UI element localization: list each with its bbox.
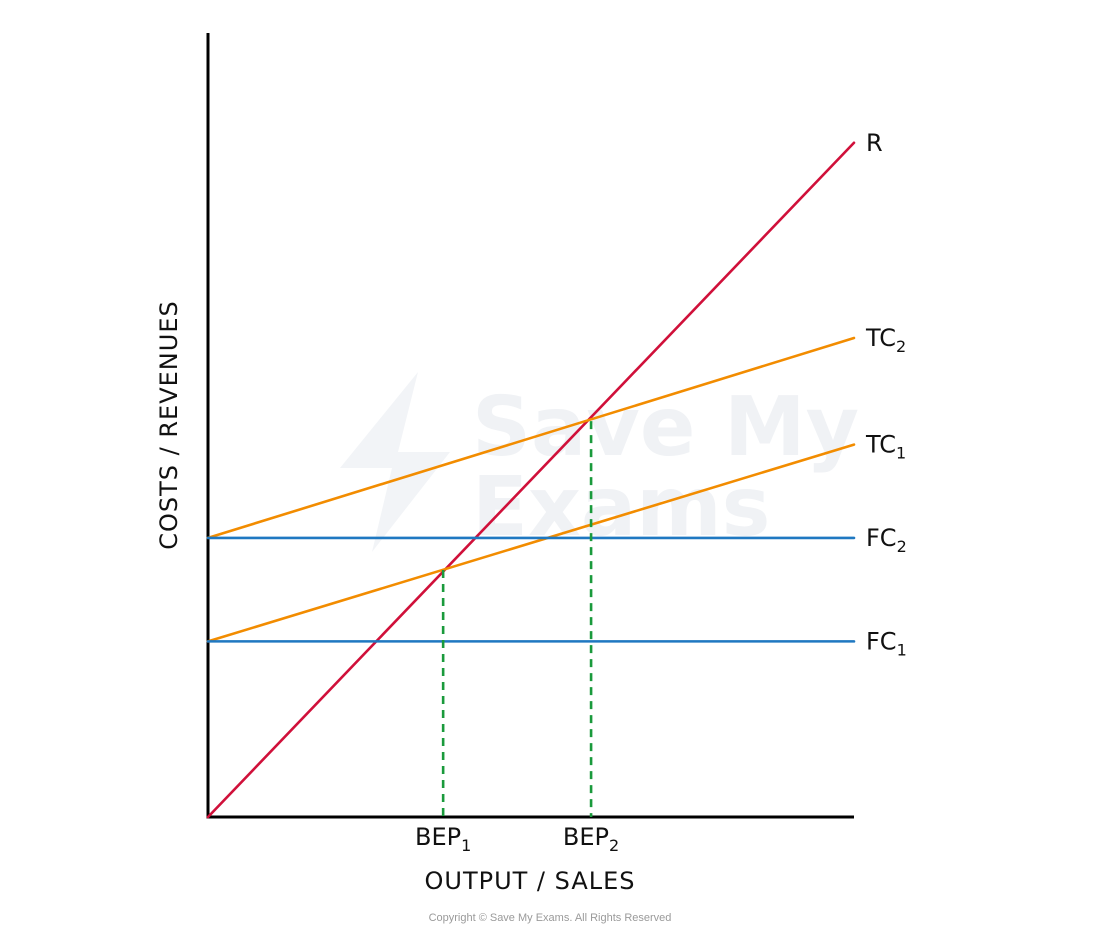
break-even-drop-lines [441, 421, 593, 817]
series-line-tc2 [206, 336, 856, 540]
watermark: Save My Exams [340, 372, 859, 555]
x-tick-label-bep2-subscript: 2 [609, 836, 619, 855]
x-tick-label-bep1: BEP1 [415, 823, 471, 855]
series-label-tc2-subscript: 2 [896, 337, 906, 356]
series-label-tc1-subscript: 1 [896, 444, 906, 463]
x-tick-label-bep2-main: BEP [563, 823, 609, 851]
series-label-r-main: R [866, 129, 883, 157]
series-label-fc2: FC2 [866, 524, 907, 556]
watermark-line2: Exams [472, 460, 771, 555]
copyright-notice: Copyright © Save My Exams. All Rights Re… [428, 912, 672, 924]
series-line-r [206, 141, 856, 819]
series-line-tc1 [206, 443, 856, 643]
watermark-bolt-icon [340, 372, 450, 552]
x-axis-title: OUTPUT / SALES [424, 867, 635, 895]
series-label-tc2-main: TC [865, 324, 896, 352]
series-label-tc1-main: TC [865, 431, 896, 459]
x-tick-label-bep1-main: BEP [415, 823, 461, 851]
x-tick-label-bep1-subscript: 1 [461, 836, 471, 855]
series-label-fc1: FC1 [866, 627, 907, 659]
series-label-fc2-main: FC [866, 524, 897, 552]
series-label-fc1-subscript: 1 [897, 640, 907, 659]
series-layer [206, 141, 856, 819]
y-axis-title: COSTS / REVENUES [155, 300, 183, 549]
x-tick-label-bep2: BEP2 [563, 823, 619, 855]
series-label-tc1: TC1 [865, 431, 906, 463]
series-label-r: R [866, 129, 883, 157]
series-label-fc1-main: FC [866, 627, 897, 655]
series-label-fc2-subscript: 2 [897, 537, 907, 556]
series-label-tc2: TC2 [865, 324, 906, 356]
